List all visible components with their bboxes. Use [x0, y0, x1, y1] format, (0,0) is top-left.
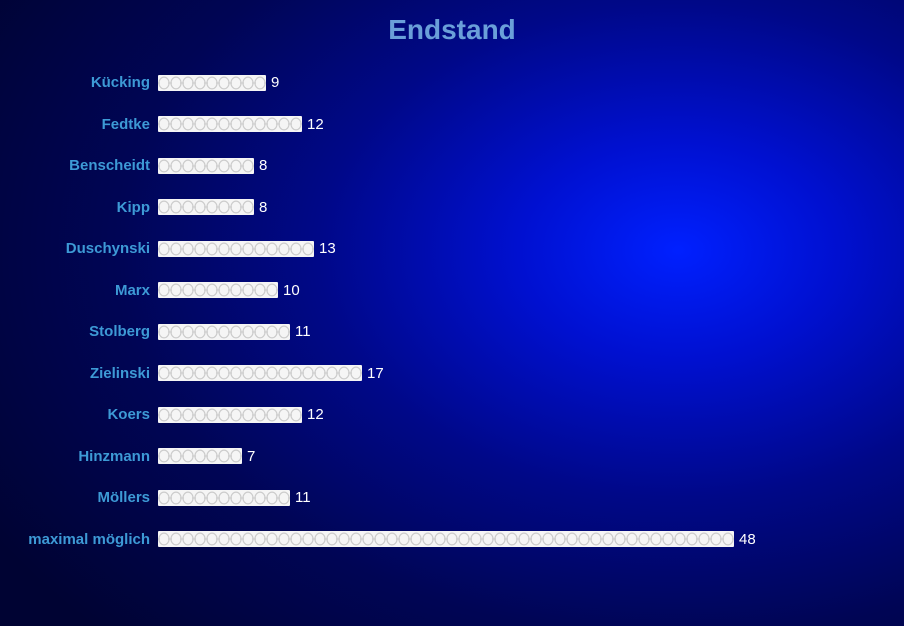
- bar-wrap: 10: [158, 282, 300, 299]
- bar-wrap: 12: [158, 406, 324, 423]
- bar-pattern: [158, 282, 278, 298]
- bar: [158, 116, 302, 132]
- bar-label: maximal möglich: [0, 531, 158, 548]
- bar-row: Fedtke 12: [0, 116, 904, 133]
- bar-label: Kücking: [0, 74, 158, 91]
- bar-value: 12: [307, 116, 324, 133]
- bar-wrap: 11: [158, 323, 311, 340]
- bar: [158, 490, 290, 506]
- bar-pattern: [158, 365, 362, 381]
- bar: [158, 365, 362, 381]
- bar-label: Stolberg: [0, 323, 158, 340]
- bar-wrap: 48: [158, 531, 756, 548]
- bar: [158, 75, 266, 91]
- bar-label: Kipp: [0, 199, 158, 216]
- bar: [158, 324, 290, 340]
- bar-pattern: [158, 407, 302, 423]
- bar-wrap: 11: [158, 489, 311, 506]
- bar-pattern: [158, 448, 242, 464]
- bar-row: Hinzmann 7: [0, 448, 904, 465]
- bar-pattern: [158, 241, 314, 257]
- bar-row: maximal möglich 48: [0, 531, 904, 548]
- bar-label: Marx: [0, 282, 158, 299]
- bar-wrap: 9: [158, 74, 279, 91]
- bar-row: Zielinski 17: [0, 365, 904, 382]
- bar-value: 9: [271, 74, 279, 91]
- bar-row: Benscheidt 8: [0, 157, 904, 174]
- bar-chart: Kücking 9 Fedtke 12 Benscheidt 8 Kipp 8 Duschyns…: [0, 74, 904, 548]
- bar-wrap: 13: [158, 240, 336, 257]
- bar-label: Benscheidt: [0, 157, 158, 174]
- bar-pattern: [158, 490, 290, 506]
- bar-label: Duschynski: [0, 240, 158, 257]
- chart-title: Endstand: [0, 0, 904, 56]
- bar-pattern: [158, 531, 734, 547]
- bar-label: Zielinski: [0, 365, 158, 382]
- bar-value: 12: [307, 406, 324, 423]
- bar: [158, 448, 242, 464]
- bar-wrap: 7: [158, 448, 255, 465]
- bar-value: 48: [739, 531, 756, 548]
- bar-value: 10: [283, 282, 300, 299]
- bar-value: 11: [295, 323, 311, 340]
- bar: [158, 407, 302, 423]
- bar-label: Möllers: [0, 489, 158, 506]
- bar: [158, 241, 314, 257]
- bar-value: 11: [295, 489, 311, 506]
- bar-row: Stolberg 11: [0, 323, 904, 340]
- bar-wrap: 12: [158, 116, 324, 133]
- bar-row: Kipp 8: [0, 199, 904, 216]
- bar-row: Marx 10: [0, 282, 904, 299]
- bar-value: 13: [319, 240, 336, 257]
- bar-wrap: 8: [158, 157, 267, 174]
- bar-pattern: [158, 199, 254, 215]
- bar: [158, 531, 734, 547]
- bar-label: Hinzmann: [0, 448, 158, 465]
- bar-pattern: [158, 158, 254, 174]
- bar-label: Koers: [0, 406, 158, 423]
- bar-pattern: [158, 324, 290, 340]
- bar-value: 7: [247, 448, 255, 465]
- bar-pattern: [158, 116, 302, 132]
- bar-wrap: 8: [158, 199, 267, 216]
- bar-row: Koers 12: [0, 406, 904, 423]
- bar: [158, 282, 278, 298]
- bar-wrap: 17: [158, 365, 384, 382]
- bar-value: 8: [259, 199, 267, 216]
- bar: [158, 158, 254, 174]
- bar-label: Fedtke: [0, 116, 158, 133]
- bar-row: Möllers 11: [0, 489, 904, 506]
- bar-pattern: [158, 75, 266, 91]
- bar: [158, 199, 254, 215]
- bar-row: Kücking 9: [0, 74, 904, 91]
- bar-value: 17: [367, 365, 384, 382]
- bar-row: Duschynski 13: [0, 240, 904, 257]
- bar-value: 8: [259, 157, 267, 174]
